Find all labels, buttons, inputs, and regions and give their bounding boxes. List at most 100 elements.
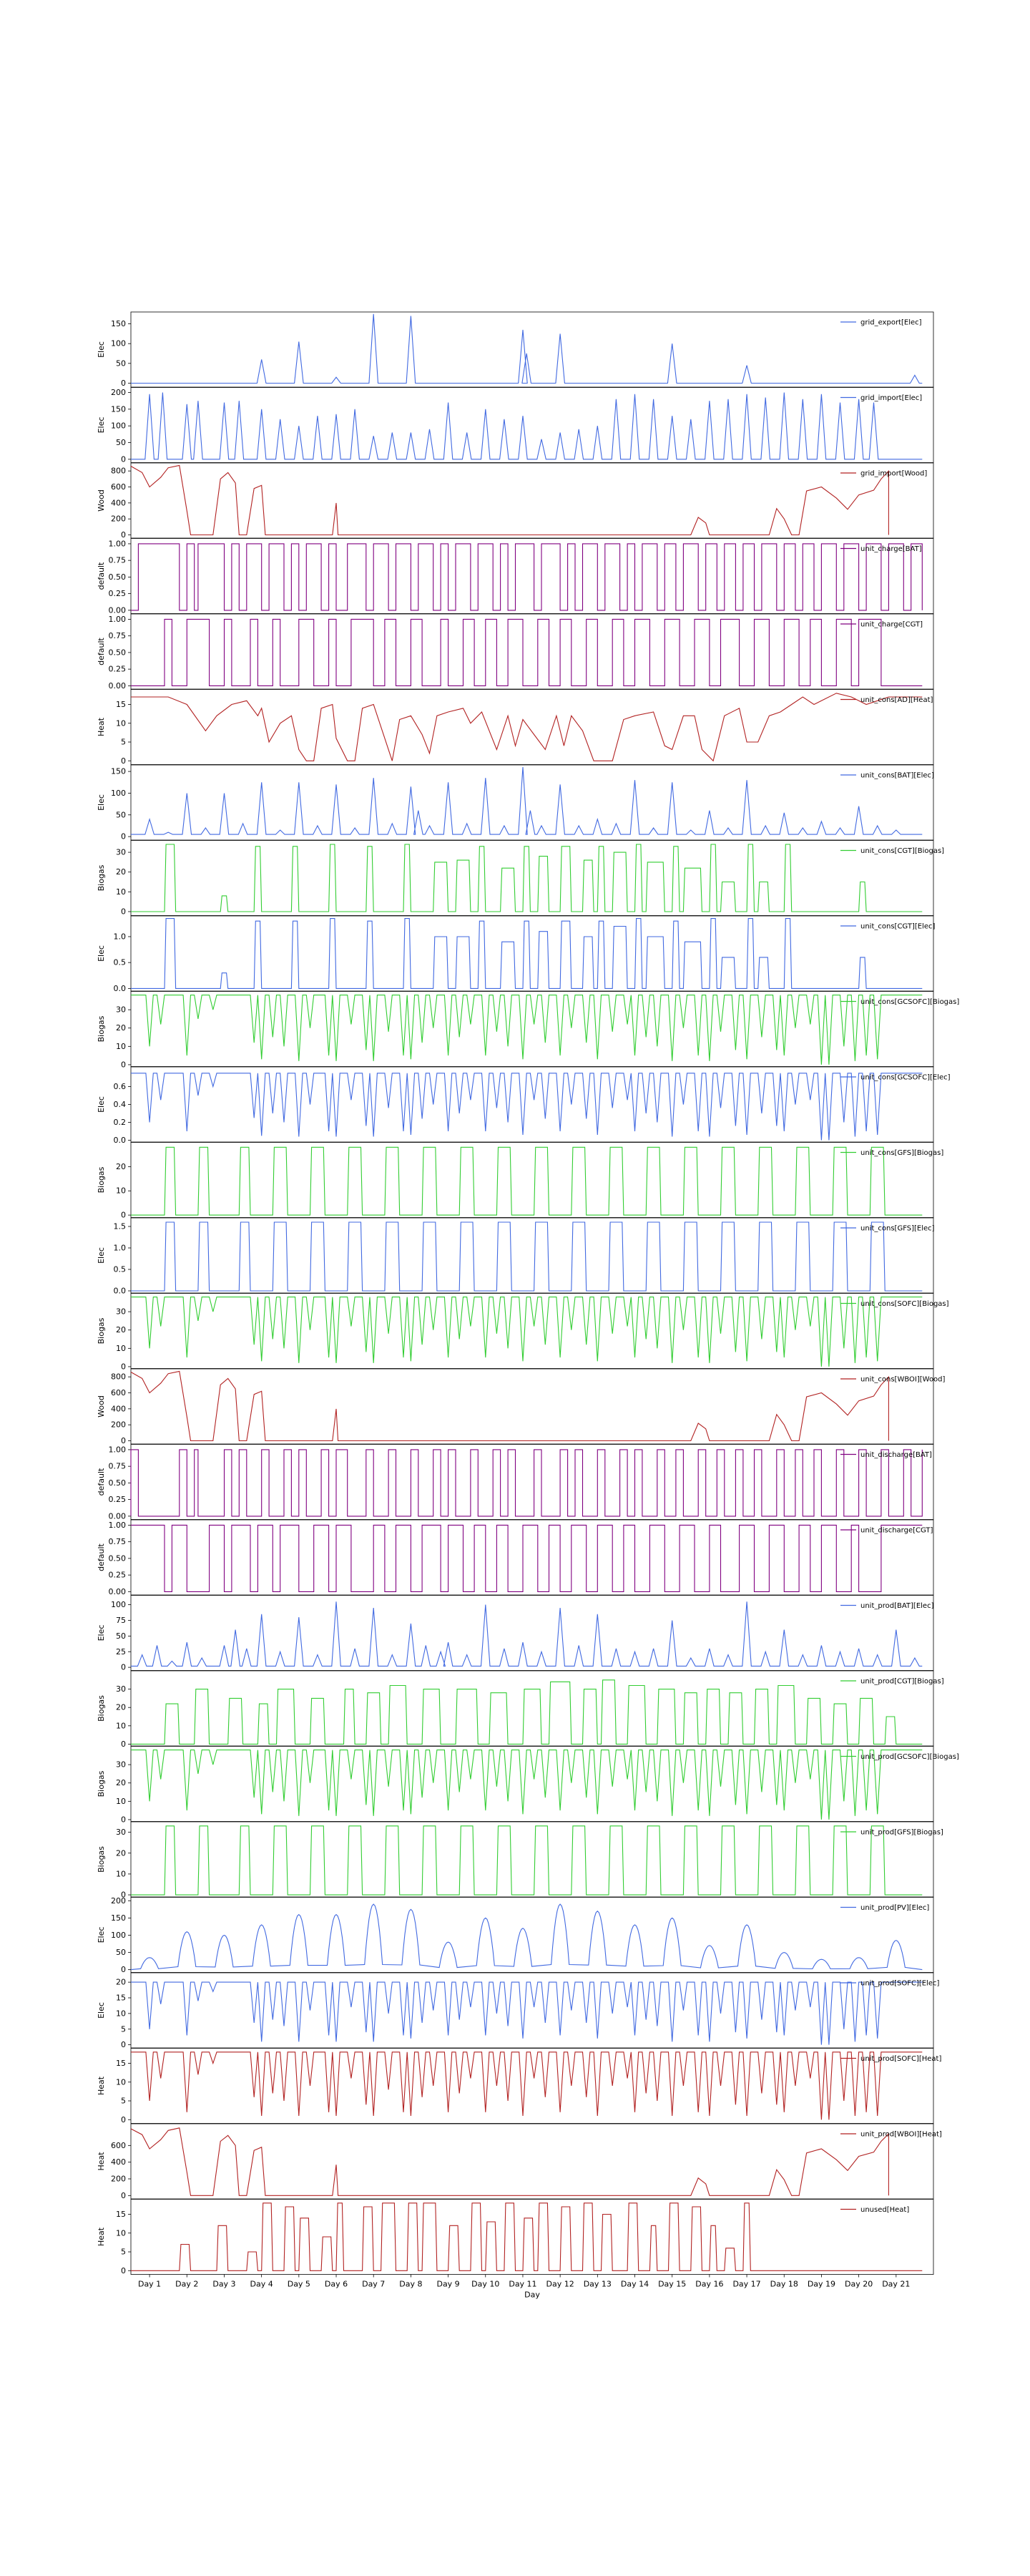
y-axis-label: Elec — [97, 417, 106, 434]
y-tick-label: 50 — [116, 358, 126, 368]
y-tick-label: 20 — [116, 1848, 126, 1858]
y-axis-label: Elec — [97, 1625, 106, 1641]
y-tick-label: 0.50 — [109, 572, 127, 582]
y-tick-label: 50 — [116, 810, 126, 819]
y-tick-label: 0 — [121, 1060, 126, 1069]
y-axis-label: default — [97, 562, 106, 590]
y-tick-label: 10 — [116, 2009, 126, 2018]
series-line — [131, 1073, 923, 1141]
y-axis-label: Elec — [97, 945, 106, 962]
y-axis-label: Wood — [97, 489, 106, 512]
legend-label: unit_cons[BAT][Elec] — [860, 772, 934, 780]
subplot-8: 0 10 20 30 Biogas unit_cons[CGT][Biogas] — [97, 840, 944, 916]
subplot-25: 0 200 400 600 Heat unit_prod[WBOI][Heat] — [97, 2123, 942, 2200]
subplot-15: 0 200 400 600 800 Wood unit_cons[WBOI][Wood] — [97, 1368, 946, 1445]
y-axis-label: Biogas — [97, 1166, 106, 1193]
legend-label: unit_cons[CGT][Elec] — [860, 923, 935, 931]
y-tick-label: 100 — [111, 789, 126, 798]
subplot-12: 0 10 20 Biogas unit_cons[GFS][Biogas] — [97, 1142, 943, 1220]
y-tick-label: 1.5 — [114, 1222, 127, 1231]
y-tick-label: 20 — [116, 867, 126, 877]
y-tick-label: 0 — [121, 2115, 126, 2124]
legend-label: grid_import[Elec] — [860, 394, 922, 402]
subplot-9: 0.0 0.5 1.0 Elec unit_cons[CGT][Elec] — [97, 915, 935, 993]
legend-label: unit_cons[CGT][Biogas] — [860, 847, 944, 855]
legend-label: unit_prod[PV][Elec] — [860, 1904, 929, 1912]
y-tick-label: 20 — [116, 1162, 126, 1171]
y-tick-label: 20 — [116, 1325, 126, 1335]
y-tick-label: 0.50 — [109, 1553, 127, 1563]
y-tick-label: 0.6 — [114, 1082, 127, 1091]
legend-label: unit_cons[AD][Heat] — [860, 696, 933, 704]
y-tick-label: 25 — [116, 1647, 126, 1657]
x-tick-label: Day 18 — [770, 2280, 798, 2289]
y-tick-label: 5 — [121, 2097, 126, 2106]
y-axis-label: Heat — [97, 2227, 106, 2246]
y-tick-label: 0.25 — [109, 1571, 127, 1580]
y-tick-label: 800 — [111, 1372, 126, 1382]
y-tick-label: 5 — [121, 2248, 126, 2257]
y-tick-label: 200 — [111, 1420, 126, 1430]
subplot-7: 0 50 100 150 Elec unit_cons[BAT][Elec] — [97, 764, 934, 841]
y-tick-label: 0 — [121, 1362, 126, 1371]
y-tick-label: 0.0 — [114, 1287, 127, 1296]
series-line — [131, 1146, 923, 1216]
y-tick-label: 100 — [111, 339, 126, 348]
y-tick-label: 5 — [121, 738, 126, 747]
y-tick-label: 100 — [111, 1600, 126, 1609]
subplot-18: 0 25 50 75 100 Elec unit_prod[BAT][Elec] — [97, 1595, 934, 1672]
x-tick-label: Day 16 — [695, 2280, 723, 2289]
subplot-3: 0 200 400 600 800 Wood grid_import[Wood] — [97, 462, 934, 540]
y-tick-label: 0 — [121, 832, 126, 841]
series-line — [131, 392, 923, 460]
y-tick-label: 0.0 — [114, 984, 127, 993]
y-tick-label: 30 — [116, 1828, 126, 1837]
y-tick-label: 0 — [121, 2191, 126, 2200]
y-tick-label: 150 — [111, 767, 126, 776]
y-axis-label: Elec — [97, 794, 106, 811]
y-tick-label: 200 — [111, 514, 126, 524]
legend-label: unused[Heat] — [860, 2206, 909, 2214]
plot-frame — [130, 689, 934, 765]
series-line — [131, 1679, 923, 1745]
legend-label: unit_cons[GCSOFC][Elec] — [860, 1074, 951, 1082]
y-tick-label: 50 — [116, 438, 126, 447]
x-tick-label: Day 14 — [621, 2280, 649, 2289]
y-tick-label: 0.75 — [109, 556, 127, 565]
legend-label: unit_prod[GCSOFC][Biogas] — [860, 1753, 959, 1761]
plot-frame — [130, 840, 934, 916]
x-tick-label: Day 21 — [882, 2280, 910, 2289]
y-tick-label: 10 — [116, 718, 126, 728]
series-line — [130, 1903, 923, 1971]
y-tick-label: 10 — [116, 1721, 126, 1730]
legend-label: unit_discharge[CGT] — [860, 1527, 933, 1535]
y-tick-label: 0.75 — [109, 1462, 127, 1471]
y-tick-label: 30 — [116, 1684, 126, 1694]
y-axis-label: Biogas — [97, 864, 106, 891]
x-tick-label: Day 3 — [212, 2280, 235, 2289]
x-tick-label: Day 15 — [658, 2280, 686, 2289]
series-line — [130, 464, 889, 536]
series-line — [131, 844, 923, 912]
subplot-4: 0.00 0.25 0.50 0.75 1.00 default unit_charge[B… — [97, 538, 934, 615]
y-tick-label: 10 — [116, 1797, 126, 1806]
series-line — [131, 1601, 923, 1667]
y-tick-label: 10 — [116, 1344, 126, 1353]
y-tick-label: 800 — [111, 467, 126, 476]
plot-frame — [130, 387, 934, 463]
subplot-6: 0 5 10 15 Heat unit_cons[AD][Heat] — [97, 689, 934, 766]
plot-frame — [130, 915, 934, 992]
y-tick-label: 5 — [121, 2024, 126, 2034]
y-tick-label: 0 — [121, 1890, 126, 1900]
y-tick-label: 600 — [111, 482, 126, 492]
legend-label: unit_prod[GFS][Biogas] — [860, 1829, 943, 1837]
subplot-21: 0 10 20 30 Biogas unit_prod[GFS][Biogas] — [97, 1821, 943, 1900]
subplot-26: 0 5 10 15 Heat unused[Heat] — [97, 2199, 934, 2275]
series-line — [131, 2202, 923, 2271]
plot-frame — [130, 2048, 934, 2124]
subplot-11: 0.0 0.2 0.4 0.6 Elec unit_cons[GCSOFC][Elec] — [97, 1066, 951, 1145]
y-tick-label: 0.00 — [109, 681, 127, 691]
legend-label: grid_import[Wood] — [860, 470, 927, 478]
plot-frame — [130, 1519, 934, 1596]
plot-frame — [130, 1670, 934, 1747]
